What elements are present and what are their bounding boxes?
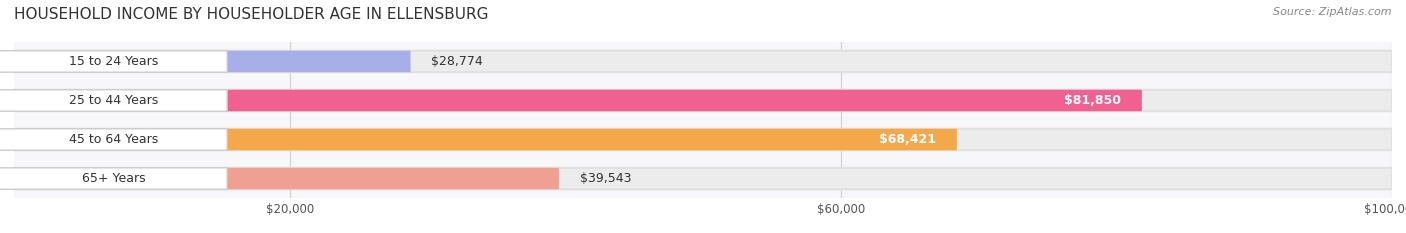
Text: 25 to 44 Years: 25 to 44 Years — [69, 94, 159, 107]
FancyBboxPatch shape — [0, 168, 228, 189]
Text: Source: ZipAtlas.com: Source: ZipAtlas.com — [1274, 7, 1392, 17]
FancyBboxPatch shape — [0, 90, 228, 111]
Text: $81,850: $81,850 — [1064, 94, 1121, 107]
Bar — [14, 81, 1392, 120]
FancyBboxPatch shape — [14, 51, 411, 72]
Text: $39,543: $39,543 — [579, 172, 631, 185]
Bar — [14, 120, 1392, 159]
Text: $28,774: $28,774 — [432, 55, 482, 68]
FancyBboxPatch shape — [14, 90, 1392, 111]
Bar — [14, 159, 1392, 198]
FancyBboxPatch shape — [14, 168, 560, 189]
Text: HOUSEHOLD INCOME BY HOUSEHOLDER AGE IN ELLENSBURG: HOUSEHOLD INCOME BY HOUSEHOLDER AGE IN E… — [14, 7, 488, 22]
FancyBboxPatch shape — [0, 51, 228, 72]
Text: $68,421: $68,421 — [879, 133, 936, 146]
Text: 45 to 64 Years: 45 to 64 Years — [69, 133, 159, 146]
Text: 15 to 24 Years: 15 to 24 Years — [69, 55, 159, 68]
FancyBboxPatch shape — [14, 168, 1392, 189]
Bar — [14, 42, 1392, 81]
FancyBboxPatch shape — [14, 90, 1142, 111]
FancyBboxPatch shape — [0, 129, 228, 150]
FancyBboxPatch shape — [14, 129, 1392, 150]
FancyBboxPatch shape — [14, 129, 957, 150]
Text: 65+ Years: 65+ Years — [82, 172, 146, 185]
FancyBboxPatch shape — [14, 51, 1392, 72]
